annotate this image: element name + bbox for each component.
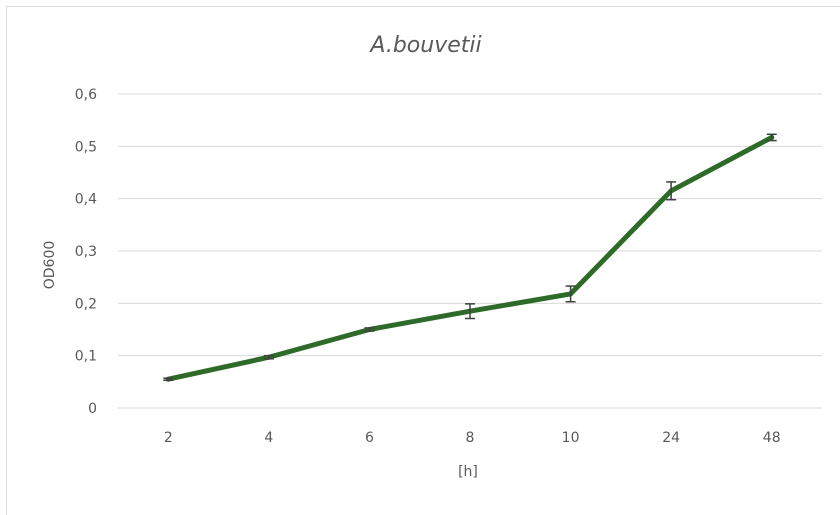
error-bar [364, 327, 375, 332]
y-tick-label: 0,5 [75, 139, 97, 155]
x-tick-label: 24 [662, 430, 680, 446]
y-tick-label: 0,4 [75, 192, 97, 208]
y-tick-label: 0,2 [75, 296, 97, 312]
chart-frame [6, 6, 840, 515]
y-tick-label: 0,1 [75, 349, 97, 365]
x-axis-label: [h] [458, 464, 478, 480]
series-line [165, 134, 775, 382]
error-bars [163, 133, 777, 382]
series-group [165, 134, 775, 382]
gridlines [118, 93, 822, 409]
x-tick-label: 6 [365, 430, 374, 446]
y-axis-label: OD600 [42, 241, 58, 290]
y-tick-label: 0,3 [75, 244, 97, 260]
error-bar [766, 133, 777, 142]
y-tick-labels: 0 0,1 0,2 0,3 0,4 0,5 0,6 [75, 87, 97, 417]
error-bar [565, 285, 576, 303]
chart-title: A.bouvetii [368, 33, 481, 58]
x-tick-labels: 2 4 6 8 10 24 48 [164, 430, 781, 446]
error-bar [465, 303, 475, 320]
y-tick-label: 0,6 [75, 87, 97, 103]
error-bar [666, 181, 677, 201]
x-tick-label: 48 [763, 430, 781, 446]
x-tick-label: 2 [164, 430, 173, 446]
y-tick-label: 0 [88, 401, 97, 417]
x-tick-label: 10 [562, 430, 580, 446]
x-tick-label: 8 [466, 430, 475, 446]
error-bar [163, 377, 174, 382]
error-bar [263, 354, 274, 360]
x-tick-label: 4 [264, 430, 273, 446]
